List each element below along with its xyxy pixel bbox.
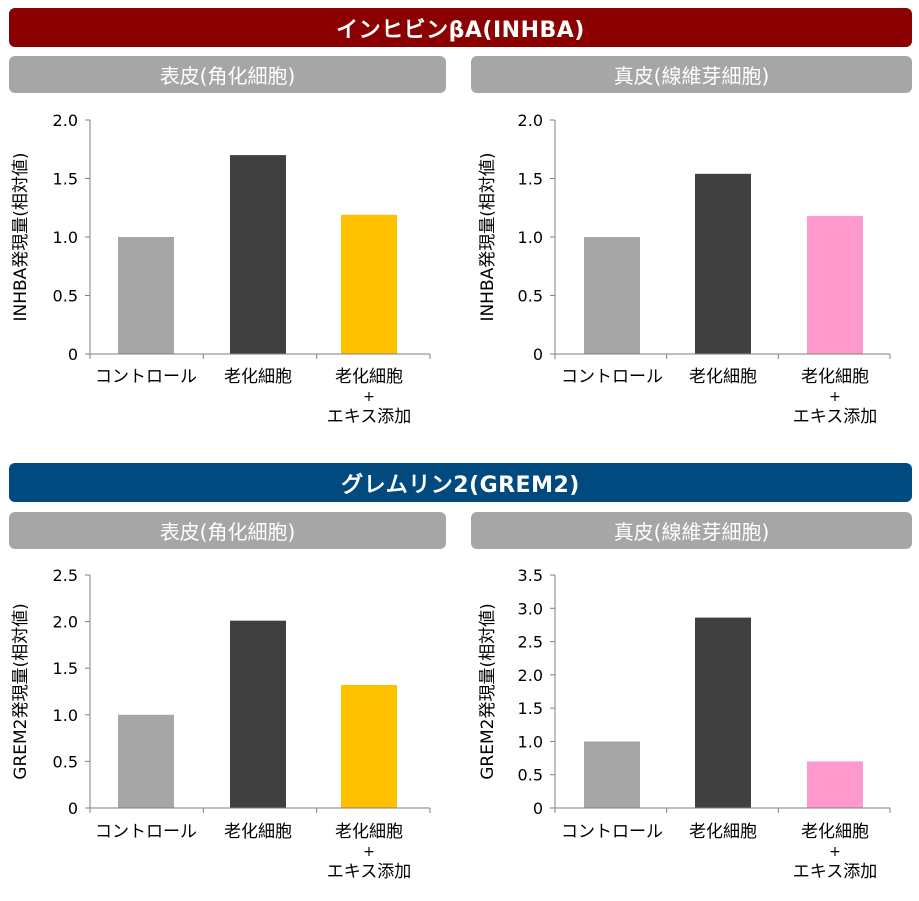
y-tick-label: 2.0 — [53, 111, 78, 130]
y-axis-label: GREM2発現量(相対値) — [11, 603, 31, 779]
panel-label-grem2-epidermis: 表皮(角化細胞) — [9, 512, 446, 549]
bar-1 — [118, 714, 174, 808]
y-tick-label: 1.5 — [53, 170, 78, 189]
bar-1 — [584, 741, 640, 808]
y-tick-label: 1.0 — [53, 228, 78, 247]
bar-3 — [807, 215, 863, 354]
x-tick-label: 老化細胞 — [689, 367, 757, 387]
panel-label-inhba-epidermis: 表皮(角化細胞) — [9, 56, 446, 93]
y-tick-label: 0.5 — [53, 287, 78, 306]
bar-3 — [341, 684, 397, 808]
y-tick-label: 2.5 — [53, 566, 78, 585]
y-axis-label: GREM2発現量(相対値) — [478, 603, 498, 779]
bar-3 — [341, 214, 397, 354]
panel-label-grem2-dermis: 真皮(線維芽細胞) — [471, 512, 912, 549]
x-tick-label: 老化細胞 — [689, 822, 757, 842]
y-tick-label: 1.5 — [518, 699, 543, 718]
x-tick-label: 老化細胞+エキス添加 — [327, 822, 412, 882]
x-tick-label: コントロール — [95, 367, 197, 387]
y-tick-label: 3.5 — [518, 566, 543, 585]
panel-label-inhba-dermis: 真皮(線維芽細胞) — [471, 56, 912, 93]
x-tick-label: コントロール — [561, 822, 663, 842]
section-title-inhba: インヒビンβA(INHBA) — [9, 8, 912, 47]
y-tick-label: 0 — [533, 345, 543, 364]
y-tick-label: 2.0 — [53, 613, 78, 632]
bar-2 — [230, 155, 286, 354]
x-tick-label: 老化細胞 — [224, 822, 292, 842]
x-tick-label: 老化細胞+エキス添加 — [793, 822, 878, 882]
y-tick-label: 0 — [68, 345, 78, 364]
y-tick-label: 1.0 — [518, 732, 543, 751]
y-tick-label: 0 — [533, 799, 543, 818]
section-title-grem2: グレムリン2(GREM2) — [9, 463, 912, 502]
y-axis-label: INHBA発現量(相対値) — [478, 152, 498, 321]
bar-2 — [695, 617, 751, 808]
y-tick-label: 2.0 — [518, 666, 543, 685]
y-tick-label: 1.5 — [53, 659, 78, 678]
chart-grem2-dermis: 0 0.5 1.0 1.5 2.0 2.5 3.0 3.5 コントロール 老化細胞 老化細胞+エキス… — [478, 566, 891, 882]
x-tick-label: コントロール — [561, 367, 663, 387]
bar-1 — [118, 237, 174, 354]
y-tick-label: 1.0 — [518, 228, 543, 247]
y-tick-label: 2.5 — [518, 633, 543, 652]
x-tick-label: 老化細胞+エキス添加 — [793, 367, 878, 427]
bar-3 — [807, 761, 863, 808]
bar-2 — [230, 620, 286, 808]
x-tick-label: コントロール — [95, 822, 197, 842]
chart-inhba-dermis: 0 0.5 1.0 1.5 2.0 コントロール 老化細胞 老化細胞+エキス添加 INHBA発現… — [478, 111, 891, 427]
bar-1 — [584, 237, 640, 354]
x-tick-label: 老化細胞 — [224, 367, 292, 387]
y-tick-label: 0 — [68, 799, 78, 818]
y-tick-label: 1.0 — [53, 706, 78, 725]
y-tick-label: 2.0 — [518, 111, 543, 130]
chart-grem2-epidermis: 0 0.5 1.0 1.5 2.0 2.5 コントロール 老化細胞 老化細胞+エキス添加 GREM… — [11, 566, 431, 882]
x-tick-label: 老化細胞+エキス添加 — [327, 367, 412, 427]
y-tick-label: 0.5 — [518, 766, 543, 785]
chart-inhba-epidermis: 0 0.5 1.0 1.5 2.0 コントロール 老化細胞 老化細胞+エキス添加 INHBA発現… — [11, 111, 431, 427]
y-tick-label: 0.5 — [518, 287, 543, 306]
y-tick-label: 1.5 — [518, 170, 543, 189]
y-axis-label: INHBA発現量(相対値) — [11, 152, 31, 321]
y-tick-label: 0.5 — [53, 752, 78, 771]
bar-2 — [695, 173, 751, 354]
y-tick-label: 3.0 — [518, 599, 543, 618]
